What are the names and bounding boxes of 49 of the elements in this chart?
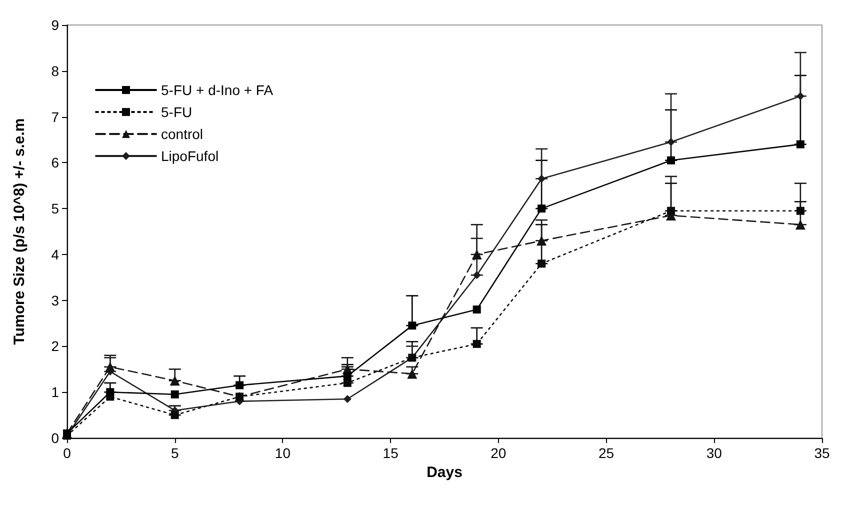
point [407,368,418,379]
legend-label: LipoFufol [161,148,219,164]
point [472,340,481,348]
y-tick-label: 8 [51,62,60,79]
point [472,249,482,260]
point [796,92,804,100]
x-tick-label: 10 [274,445,291,461]
y-tick-label: 2 [51,338,60,354]
y-tick-label: 5 [51,200,60,217]
point [170,376,180,386]
x-tick-label: 30 [706,445,722,461]
point [796,206,804,215]
y-axis-title: Tumore Size (p/s 10^8) +/- s.e.m [11,118,28,345]
x-tick-label: 25 [598,445,614,461]
point [106,388,114,396]
x-axis-title: Days [426,464,462,481]
x-tick-label: 0 [63,445,72,461]
point [538,204,546,213]
point [667,206,675,215]
x-tick-label: 5 [170,445,179,461]
point [343,372,352,380]
point [472,306,481,314]
point [538,260,546,268]
y-tick-label: 7 [51,108,60,125]
x-tick-label: 20 [490,445,506,461]
y-tick-label: 1 [51,384,60,400]
point [236,381,244,390]
y-tick-label: 3 [51,292,60,308]
legend-label: 5-FU [161,104,192,120]
y-tick-label: 4 [51,246,60,262]
x-tick-label: 15 [382,445,399,461]
point [170,390,179,398]
point [667,156,675,164]
legend-label: 5-FU + d-Ino + FA [161,82,274,98]
y-tick-label: 0 [51,430,60,446]
point [795,220,806,230]
x-tick-label: 35 [814,445,830,461]
point [667,138,675,146]
legend-label: control [161,126,204,142]
point [170,411,179,420]
y-tick-label: 9 [51,17,60,33]
point [105,362,116,372]
point [796,140,804,148]
y-tick-label: 6 [51,154,60,171]
point [343,394,352,403]
point [538,174,546,183]
point [536,236,547,246]
point [408,322,416,330]
point [472,271,481,280]
